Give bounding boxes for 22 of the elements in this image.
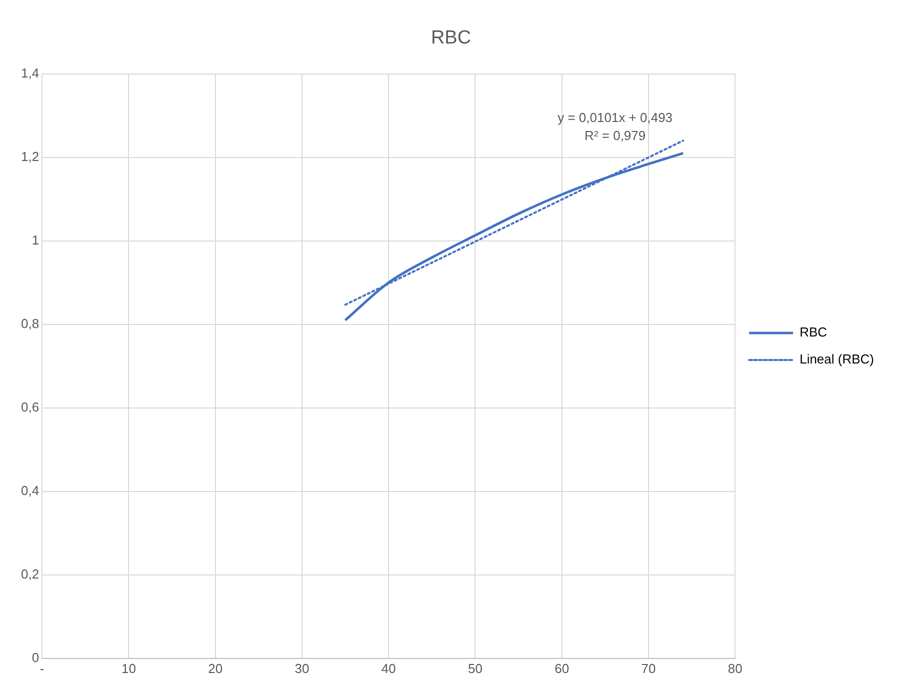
x-tick-label: 30 — [294, 660, 310, 676]
x-tick-label: 50 — [468, 660, 482, 676]
y-tick-label: 1 — [32, 232, 40, 248]
x-tick-label: 10 — [121, 660, 136, 676]
x-tick-label: 70 — [641, 660, 656, 676]
y-tick-label: 0,6 — [20, 399, 40, 414]
x-tick-label: 60 — [554, 660, 570, 676]
y-tick-label: 0 — [32, 650, 40, 665]
chart-title: RBC — [430, 28, 472, 49]
y-tick-label: 0,4 — [20, 482, 40, 498]
y-tick-label: 1,2 — [20, 148, 40, 164]
y-tick-label: 0,2 — [20, 566, 40, 582]
x-tick-label: 20 — [208, 660, 223, 676]
legend-label: RBC — [800, 324, 828, 340]
annotation: R² = 0,979 — [584, 128, 646, 143]
annotation: y = 0,0101x + 0,493 — [558, 110, 673, 125]
x-tick-label: 40 — [381, 660, 396, 676]
x-tick-label: 80 — [728, 660, 742, 676]
y-tick-label: 1,4 — [20, 65, 40, 80]
y-tick-label: 0,8 — [20, 316, 40, 331]
legend-label: Lineal (RBC) — [800, 352, 874, 367]
x-tick-label: - — [40, 660, 44, 676]
